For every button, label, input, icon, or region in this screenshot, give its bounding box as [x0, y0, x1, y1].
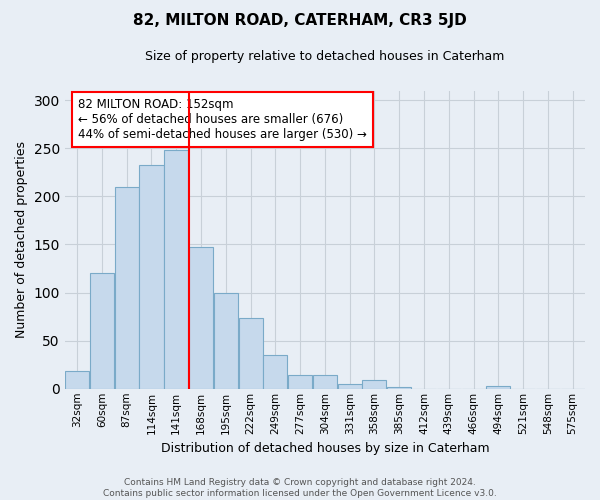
Bar	[90, 274, 114, 389]
Bar	[239, 318, 263, 389]
Bar	[338, 384, 362, 389]
Bar	[362, 380, 386, 389]
Bar	[115, 187, 139, 389]
Text: 82, MILTON ROAD, CATERHAM, CR3 5JD: 82, MILTON ROAD, CATERHAM, CR3 5JD	[133, 12, 467, 28]
Bar	[164, 150, 188, 389]
Bar	[486, 386, 511, 389]
X-axis label: Distribution of detached houses by size in Caterham: Distribution of detached houses by size …	[161, 442, 489, 455]
Bar	[189, 248, 213, 389]
Bar	[139, 164, 164, 389]
Y-axis label: Number of detached properties: Number of detached properties	[15, 141, 28, 338]
Bar	[65, 372, 89, 389]
Text: Contains HM Land Registry data © Crown copyright and database right 2024.
Contai: Contains HM Land Registry data © Crown c…	[103, 478, 497, 498]
Bar	[214, 292, 238, 389]
Bar	[387, 387, 411, 389]
Title: Size of property relative to detached houses in Caterham: Size of property relative to detached ho…	[145, 50, 505, 63]
Bar	[313, 376, 337, 389]
Text: 82 MILTON ROAD: 152sqm
← 56% of detached houses are smaller (676)
44% of semi-de: 82 MILTON ROAD: 152sqm ← 56% of detached…	[78, 98, 367, 141]
Bar	[263, 355, 287, 389]
Bar	[288, 376, 312, 389]
